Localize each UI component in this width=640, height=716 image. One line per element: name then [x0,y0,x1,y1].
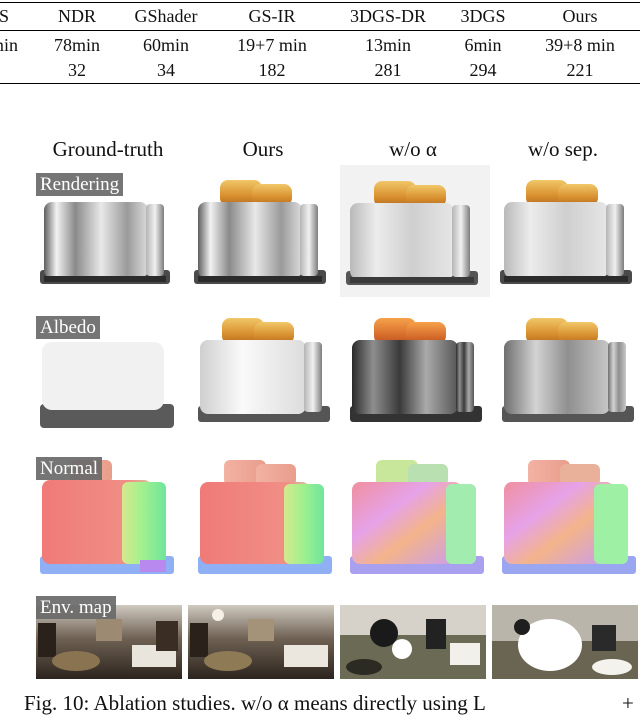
table-header-cell: NDR [57,6,96,26]
panel-rendering-ground-truth [36,180,186,312]
table-cell: 221 [566,60,594,80]
table-cell: 182 [258,60,286,80]
panel-normal-wo-sep [498,460,640,592]
row-label-albedo: Albedo [36,316,100,339]
column-header-wo-sep: w/o sep. [528,137,598,161]
comparison-table: S NDR GShader GS-IR 3DGS-DR 3DGS Ours mi… [0,0,640,84]
table-header-cell: Ours [562,6,598,26]
panel-rendering-wo-alpha [340,165,490,297]
panel-normal-ours [194,460,344,592]
row-label-normal: Normal [36,457,103,480]
table-cell: 281 [374,60,402,80]
table-cell: 60min [142,35,189,55]
panel-albedo-wo-alpha [344,316,494,448]
panel-albedo-ours [192,316,342,448]
figure-caption: Fig. 10: Ablation studies. w/o α means d… [24,691,486,715]
table-top-rule [0,2,640,3]
table-bottom-rule [0,83,640,84]
table-cell: 19+7 min [237,35,307,55]
table-cell: 294 [469,60,497,80]
panel-albedo-ground-truth [36,320,186,452]
table-mid-rule [0,30,640,31]
table-cell: 34 [157,60,175,80]
panel-envmap-ours [188,605,334,679]
table-cell: 32 [68,60,86,80]
column-header-ours: Ours [242,137,284,161]
panel-rendering-wo-sep [496,180,640,312]
column-header-wo-alpha: w/o α [389,137,437,161]
table-cell: 13min [364,35,411,55]
table-cell: min [0,35,18,55]
panel-albedo-wo-sep [496,316,640,448]
column-header-ground-truth: Ground-truth [52,137,164,161]
table-cell: 78min [53,35,100,55]
panel-rendering-ours [190,180,340,312]
row-label-rendering: Rendering [36,173,124,196]
table-header-cell: GS-IR [248,6,296,26]
panel-normal-wo-alpha [346,460,496,592]
table-header-cell: 3DGS-DR [349,6,426,26]
panel-envmap-wo-alpha [340,605,486,679]
table-cell: 39+8 min [545,35,615,55]
table-header-cell: 3DGS [460,6,506,26]
table-header-cell: S [0,6,9,26]
panel-envmap-wo-sep [492,605,638,679]
table-cell: 6min [464,35,502,55]
row-label-env-map: Env. map [36,596,116,619]
table-header-cell: GShader [134,6,198,26]
figure-caption-tail: + [622,691,634,715]
